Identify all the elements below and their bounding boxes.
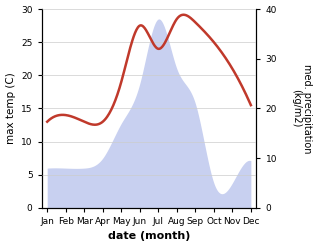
X-axis label: date (month): date (month) — [108, 231, 190, 242]
Y-axis label: med. precipitation
(kg/m2): med. precipitation (kg/m2) — [291, 64, 313, 153]
Y-axis label: max temp (C): max temp (C) — [5, 73, 16, 144]
